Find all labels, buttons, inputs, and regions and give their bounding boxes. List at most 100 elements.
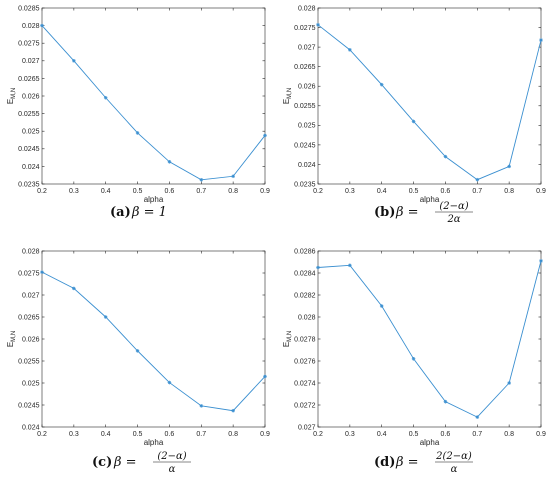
x-tick-label: 0.8 xyxy=(228,188,238,195)
y-tick-label: 0.0265 xyxy=(294,64,316,71)
x-axis-label: alpha xyxy=(420,438,440,447)
data-point xyxy=(103,315,108,319)
y-tick-label: 0.0265 xyxy=(18,76,40,83)
data-point-d2 xyxy=(412,357,416,361)
data-point-d2 xyxy=(475,178,479,182)
plot-area xyxy=(317,7,542,185)
x-axis-label: alpha xyxy=(144,195,164,204)
data-point xyxy=(316,23,320,27)
y-tick-label: 0.028 xyxy=(298,314,316,321)
chart-panel-4: 0.2 0.3 0.4 0.5 0.6 0.7 0.8 0.9 0.027 0.0272 0.027… xyxy=(282,248,546,475)
data-point-d2 xyxy=(380,83,384,87)
data-point-d2 xyxy=(507,164,511,168)
x-tick-label: 0.2 xyxy=(37,188,47,195)
x-axis-label: alpha xyxy=(144,438,164,447)
data-point-d2 xyxy=(199,404,203,408)
x-tick-label: 0.2 xyxy=(37,431,47,438)
x-tick-label: 0.5 xyxy=(133,431,143,438)
x-tick-label: 0.3 xyxy=(69,188,79,195)
y-tick-label: 0.028 xyxy=(22,248,40,255)
y-tick-label: 0.0275 xyxy=(18,270,40,277)
y-tick-label: 0.0275 xyxy=(294,25,316,32)
data-point-d2 xyxy=(539,38,543,42)
data-point xyxy=(379,82,384,87)
x-tick-label: 0.7 xyxy=(472,431,482,438)
y-tick-label: 0.0272 xyxy=(294,402,316,409)
data-point xyxy=(40,23,44,28)
y-tick-label: 0.025 xyxy=(22,129,40,136)
data-point xyxy=(231,174,235,179)
data-point-d2 xyxy=(316,23,320,27)
y-tick-label: 0.0255 xyxy=(294,103,316,110)
x-tick-label: 0.4 xyxy=(377,431,387,438)
data-point xyxy=(231,408,235,413)
data-point xyxy=(443,154,448,159)
data-point xyxy=(167,160,172,164)
data-point-d2 xyxy=(136,131,140,135)
y-axis-label-subscript: M,N xyxy=(287,331,293,342)
data-point-d2 xyxy=(380,304,384,308)
data-point-d2 xyxy=(263,133,267,137)
data-point-d2 xyxy=(348,263,352,267)
panel-caption: (d) β = 2(2−α) α xyxy=(374,451,473,475)
data-point xyxy=(443,399,448,404)
y-tick-label: 0.026 xyxy=(298,84,316,91)
data-point-d2 xyxy=(443,155,447,159)
y-tick-label: 0.024 xyxy=(298,162,316,169)
y-tick-label: 0.0245 xyxy=(294,142,316,149)
y-tick-label: 0.0245 xyxy=(18,146,40,153)
panel-caption: (c) β = (2−α) α xyxy=(92,451,191,475)
y-tick-label: 0.028 xyxy=(298,5,316,12)
y-tick-label: 0.0235 xyxy=(18,181,40,188)
data-point-d2 xyxy=(40,270,44,274)
data-point-d2 xyxy=(507,381,511,385)
x-tick-label: 0.5 xyxy=(133,188,143,195)
x-tick-label: 0.4 xyxy=(101,188,111,195)
data-point xyxy=(167,380,172,385)
data-point-d2 xyxy=(167,160,171,164)
y-axis-label-subscript: M,N xyxy=(11,88,17,99)
y-axis-label-text: EM,N xyxy=(6,331,17,347)
x-tick-label: 0.7 xyxy=(472,188,482,195)
plot-area xyxy=(41,250,266,428)
x-tick-label: 0.8 xyxy=(504,188,514,195)
caption-numerator: (2−α) xyxy=(439,201,468,212)
y-tick-label: 0.0284 xyxy=(294,270,316,277)
data-point xyxy=(135,349,140,353)
data-point xyxy=(475,177,480,182)
series-line xyxy=(317,24,542,181)
data-point xyxy=(103,95,108,100)
x-tick-label: 0.8 xyxy=(504,431,514,438)
y-tick-label: 0.0235 xyxy=(294,181,316,188)
y-tick-label: 0.026 xyxy=(22,336,40,343)
caption-formula: β = xyxy=(395,455,419,470)
y-axis-label: EM,N xyxy=(282,88,293,104)
caption-denominator: α xyxy=(169,464,176,475)
data-point xyxy=(199,177,204,182)
data-point-d2 xyxy=(231,409,235,413)
y-axis-label-main: E xyxy=(6,342,15,347)
data-point-d2 xyxy=(539,259,543,263)
x-tick-label: 0.2 xyxy=(313,188,323,195)
caption-tag: (a) xyxy=(110,205,131,220)
chart-panel-1: 0.2 0.3 0.4 0.5 0.6 0.7 0.8 0.9 0.0235 0.024 0.024… xyxy=(6,5,270,220)
y-tick-label: 0.027 xyxy=(298,424,316,431)
data-point xyxy=(411,357,416,361)
data-point xyxy=(507,381,511,385)
chart-panel-3: 0.2 0.3 0.4 0.5 0.6 0.7 0.8 0.9 0.024 0.0245 0.025… xyxy=(6,248,270,475)
caption-tag: (c) xyxy=(92,455,112,470)
caption-formula: β = 1 xyxy=(131,205,167,220)
data-point xyxy=(135,131,140,135)
data-point xyxy=(263,133,267,138)
caption-denominator: α xyxy=(451,464,458,475)
caption-denominator: 2α xyxy=(446,214,460,225)
y-tick-label: 0.026 xyxy=(22,93,40,100)
y-axis-label: EM,N xyxy=(6,331,17,347)
x-tick-label: 0.5 xyxy=(409,431,419,438)
y-tick-label: 0.0276 xyxy=(294,358,316,365)
data-point xyxy=(539,38,543,42)
x-tick-label: 0.6 xyxy=(441,431,451,438)
y-tick-label: 0.025 xyxy=(298,123,316,130)
data-point xyxy=(411,119,416,124)
